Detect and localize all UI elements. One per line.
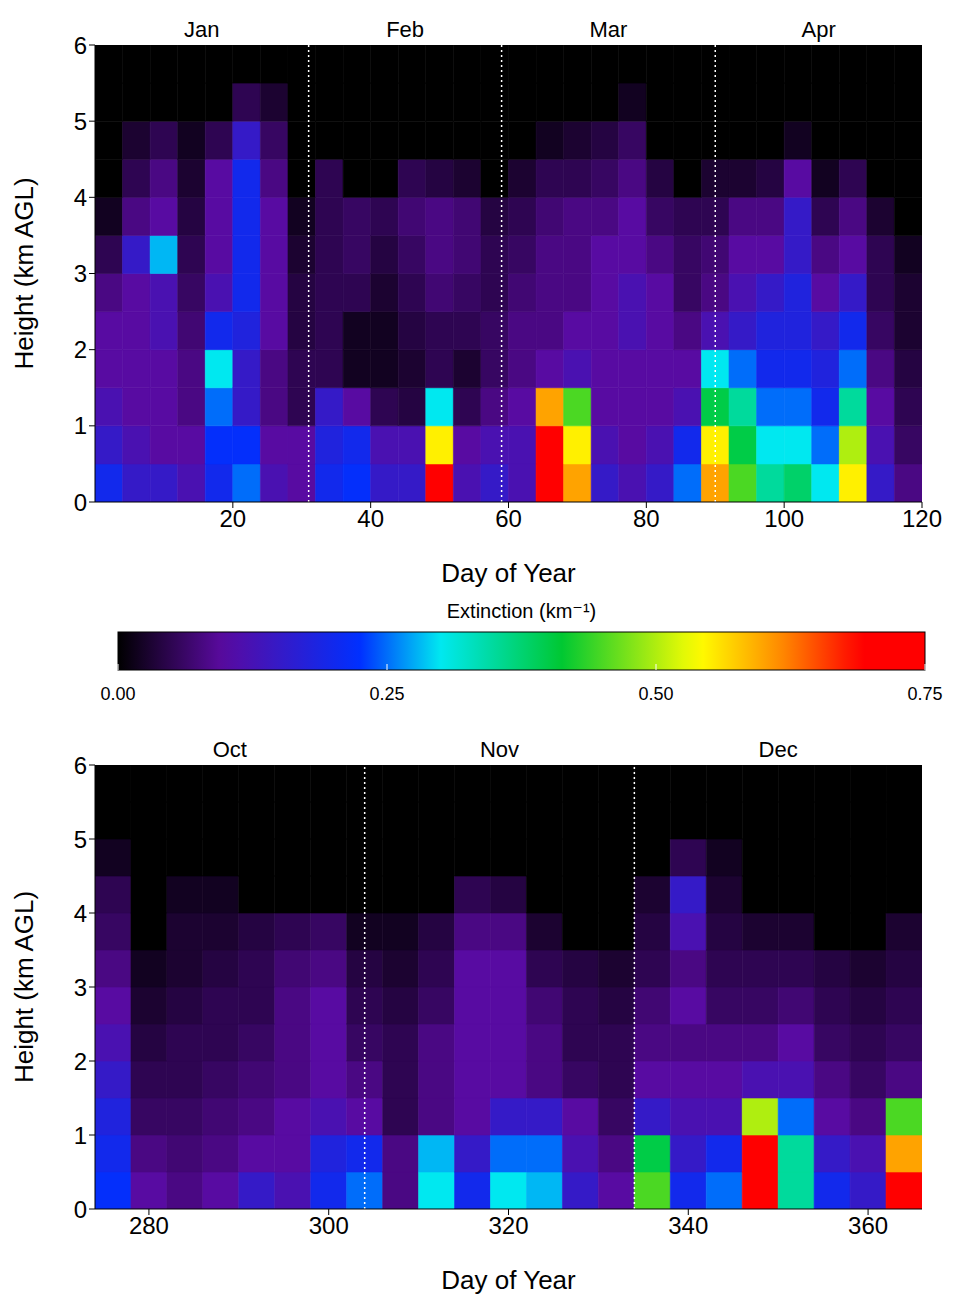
svg-text:6: 6: [74, 752, 87, 779]
svg-text:280: 280: [129, 1212, 169, 1239]
svg-text:40: 40: [357, 505, 384, 532]
svg-text:20: 20: [219, 505, 246, 532]
svg-text:Dec: Dec: [759, 737, 798, 762]
svg-text:4: 4: [74, 184, 87, 211]
svg-text:0.00: 0.00: [100, 684, 135, 704]
svg-text:Day of Year: Day of Year: [441, 1265, 576, 1295]
svg-text:Height (km AGL): Height (km AGL): [9, 177, 39, 369]
svg-text:0: 0: [74, 489, 87, 516]
svg-text:120: 120: [902, 505, 942, 532]
svg-text:100: 100: [764, 505, 804, 532]
svg-text:Day of Year: Day of Year: [441, 558, 576, 588]
svg-text:Feb: Feb: [386, 17, 424, 42]
svg-text:Extinction (km⁻¹): Extinction (km⁻¹): [447, 600, 596, 622]
svg-text:1: 1: [74, 412, 87, 439]
svg-text:320: 320: [488, 1212, 528, 1239]
svg-text:80: 80: [633, 505, 660, 532]
svg-text:340: 340: [668, 1212, 708, 1239]
svg-text:0: 0: [74, 1196, 87, 1223]
svg-text:300: 300: [309, 1212, 349, 1239]
svg-text:Height (km AGL): Height (km AGL): [9, 891, 39, 1083]
svg-text:Nov: Nov: [480, 737, 519, 762]
svg-text:60: 60: [495, 505, 522, 532]
svg-text:Apr: Apr: [802, 17, 836, 42]
svg-text:3: 3: [74, 974, 87, 1001]
svg-text:Oct: Oct: [213, 737, 247, 762]
svg-text:2: 2: [74, 1048, 87, 1075]
svg-text:5: 5: [74, 826, 87, 853]
svg-text:5: 5: [74, 108, 87, 135]
svg-text:1: 1: [74, 1122, 87, 1149]
svg-text:4: 4: [74, 900, 87, 927]
svg-text:3: 3: [74, 260, 87, 287]
svg-text:0.25: 0.25: [369, 684, 404, 704]
svg-text:2: 2: [74, 336, 87, 363]
svg-text:0.75: 0.75: [907, 684, 942, 704]
svg-text:0.50: 0.50: [638, 684, 673, 704]
svg-text:Mar: Mar: [589, 17, 627, 42]
svg-text:6: 6: [74, 32, 87, 59]
svg-text:360: 360: [848, 1212, 888, 1239]
svg-text:Jan: Jan: [184, 17, 219, 42]
